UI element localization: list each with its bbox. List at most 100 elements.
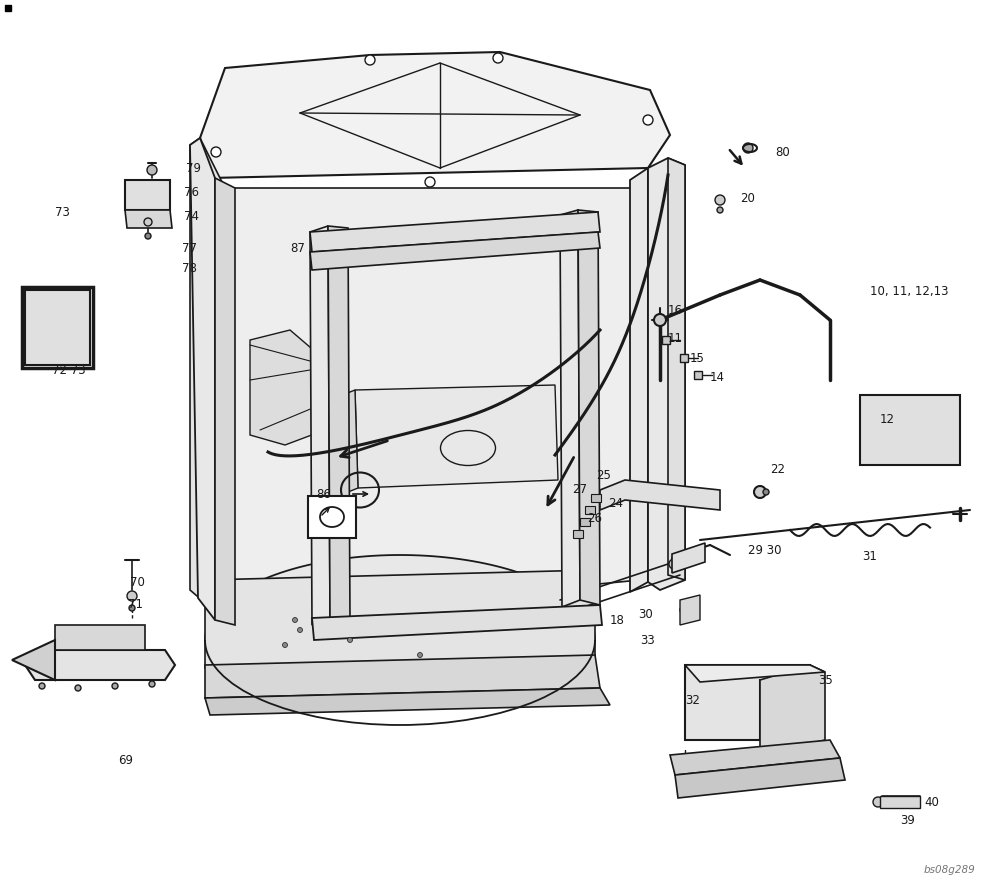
Polygon shape bbox=[670, 740, 840, 775]
Polygon shape bbox=[308, 496, 356, 538]
Text: 15: 15 bbox=[690, 352, 705, 364]
Text: 14: 14 bbox=[710, 371, 725, 385]
Polygon shape bbox=[860, 395, 960, 465]
Circle shape bbox=[149, 681, 155, 687]
Polygon shape bbox=[205, 570, 595, 668]
Text: 32: 32 bbox=[685, 694, 700, 707]
Polygon shape bbox=[355, 385, 558, 488]
Circle shape bbox=[298, 628, 302, 632]
Text: 40: 40 bbox=[924, 796, 939, 808]
Circle shape bbox=[715, 195, 725, 205]
Polygon shape bbox=[580, 518, 590, 526]
Circle shape bbox=[112, 683, 118, 689]
Text: 74: 74 bbox=[184, 210, 199, 223]
Circle shape bbox=[425, 177, 435, 187]
Text: bs08g289: bs08g289 bbox=[923, 865, 975, 875]
Polygon shape bbox=[685, 665, 810, 740]
Text: 69: 69 bbox=[118, 754, 133, 766]
Polygon shape bbox=[25, 290, 90, 365]
Text: 16: 16 bbox=[668, 304, 683, 316]
Circle shape bbox=[145, 233, 151, 239]
Polygon shape bbox=[310, 212, 600, 252]
Circle shape bbox=[643, 115, 653, 125]
Circle shape bbox=[81, 633, 89, 641]
Text: 71: 71 bbox=[128, 598, 143, 611]
Polygon shape bbox=[662, 336, 670, 344]
Polygon shape bbox=[205, 688, 610, 715]
Polygon shape bbox=[591, 494, 601, 502]
Text: 31: 31 bbox=[862, 550, 877, 562]
Polygon shape bbox=[694, 371, 702, 379]
Text: 72 73: 72 73 bbox=[52, 363, 86, 377]
Text: 76: 76 bbox=[184, 186, 199, 199]
Text: 87: 87 bbox=[290, 242, 305, 255]
Circle shape bbox=[717, 207, 723, 213]
Polygon shape bbox=[573, 530, 583, 538]
Text: 22: 22 bbox=[770, 464, 785, 477]
Circle shape bbox=[873, 797, 883, 807]
Polygon shape bbox=[675, 758, 845, 798]
Text: 35: 35 bbox=[818, 673, 833, 686]
Polygon shape bbox=[205, 655, 600, 698]
Text: 70: 70 bbox=[130, 575, 145, 589]
Polygon shape bbox=[310, 232, 600, 270]
Circle shape bbox=[763, 489, 769, 495]
Polygon shape bbox=[125, 210, 172, 228]
Circle shape bbox=[493, 53, 503, 63]
Polygon shape bbox=[585, 506, 595, 514]
Polygon shape bbox=[205, 555, 595, 640]
Text: 24: 24 bbox=[608, 497, 623, 511]
Circle shape bbox=[654, 314, 666, 326]
Polygon shape bbox=[125, 180, 170, 210]
Text: 20: 20 bbox=[740, 192, 755, 204]
Circle shape bbox=[743, 143, 753, 153]
Text: 27: 27 bbox=[572, 483, 587, 496]
Text: 25: 25 bbox=[596, 470, 611, 482]
Circle shape bbox=[211, 147, 221, 157]
Text: 79: 79 bbox=[186, 162, 201, 175]
Polygon shape bbox=[600, 480, 720, 510]
Circle shape bbox=[121, 633, 129, 641]
Polygon shape bbox=[680, 595, 700, 625]
Text: 29 30: 29 30 bbox=[748, 543, 782, 557]
Polygon shape bbox=[25, 650, 175, 680]
Polygon shape bbox=[578, 210, 600, 605]
Text: 33: 33 bbox=[640, 633, 655, 646]
Polygon shape bbox=[760, 665, 825, 755]
Circle shape bbox=[348, 638, 352, 643]
Polygon shape bbox=[668, 158, 685, 580]
Circle shape bbox=[144, 218, 152, 226]
Polygon shape bbox=[880, 796, 920, 808]
Polygon shape bbox=[190, 138, 215, 620]
Polygon shape bbox=[328, 226, 350, 620]
Text: 77: 77 bbox=[182, 242, 197, 255]
Circle shape bbox=[147, 165, 157, 175]
Text: 12: 12 bbox=[880, 414, 895, 426]
Polygon shape bbox=[190, 138, 225, 620]
Polygon shape bbox=[310, 226, 330, 625]
Text: 11: 11 bbox=[668, 331, 683, 345]
Circle shape bbox=[283, 643, 288, 647]
Polygon shape bbox=[12, 640, 55, 680]
Circle shape bbox=[61, 633, 69, 641]
Text: 26: 26 bbox=[587, 511, 602, 525]
Circle shape bbox=[39, 683, 45, 689]
Text: 10, 11, 12,13: 10, 11, 12,13 bbox=[870, 286, 948, 298]
Circle shape bbox=[754, 486, 766, 498]
Circle shape bbox=[669, 559, 679, 569]
Text: 80: 80 bbox=[775, 146, 790, 158]
Polygon shape bbox=[250, 330, 325, 445]
Text: 39: 39 bbox=[900, 813, 915, 827]
Polygon shape bbox=[345, 390, 358, 492]
Polygon shape bbox=[648, 158, 685, 590]
Text: 78: 78 bbox=[182, 261, 197, 274]
Polygon shape bbox=[685, 665, 825, 682]
Polygon shape bbox=[200, 52, 670, 178]
Polygon shape bbox=[225, 188, 640, 620]
Circle shape bbox=[365, 55, 375, 65]
Circle shape bbox=[292, 617, 298, 622]
Polygon shape bbox=[560, 210, 580, 607]
Polygon shape bbox=[215, 178, 235, 625]
Circle shape bbox=[418, 653, 422, 657]
Circle shape bbox=[101, 633, 109, 641]
